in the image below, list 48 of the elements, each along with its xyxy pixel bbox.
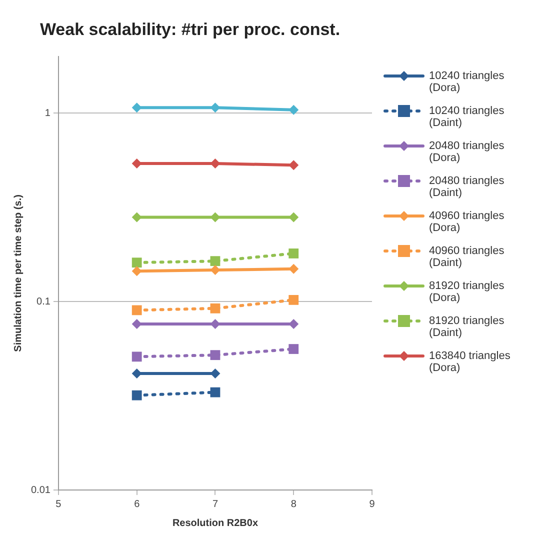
legend-label: 10240 triangles (Dora) xyxy=(429,70,506,94)
point xyxy=(210,212,220,222)
point xyxy=(288,104,299,115)
point xyxy=(132,390,142,400)
x-tick-label: 7 xyxy=(212,498,218,510)
point xyxy=(288,264,299,274)
legend-label: 10240 triangles (Daint) xyxy=(429,105,506,129)
point xyxy=(288,294,299,305)
point xyxy=(210,368,220,379)
legend-label: 81920 triangles (Dora) xyxy=(429,280,506,304)
point xyxy=(210,158,220,169)
point xyxy=(210,102,220,113)
point xyxy=(288,319,299,330)
legend-label: 40960 triangles (Daint) xyxy=(429,245,506,269)
y-tick-label: 0.01 xyxy=(30,484,51,496)
point xyxy=(288,160,299,170)
legend-label: 163840 triangles (Dora) xyxy=(429,350,512,374)
x-axis-title: Resolution R2B0x xyxy=(172,518,258,529)
legend-label: 40960 triangles (Dora) xyxy=(429,210,506,234)
x-tick-label: 9 xyxy=(369,498,376,510)
point xyxy=(132,305,142,316)
x-tick-label: 6 xyxy=(134,498,140,510)
point xyxy=(132,352,142,362)
point xyxy=(132,158,142,169)
point xyxy=(132,368,142,379)
legend-label: 81920 triangles (Daint) xyxy=(429,315,506,339)
point xyxy=(288,344,299,354)
point xyxy=(210,265,220,276)
point xyxy=(210,256,220,266)
y-tick-label: 0.1 xyxy=(36,296,51,308)
y-tick-label: 1 xyxy=(44,108,51,119)
point xyxy=(132,266,142,276)
x-tick-label: 5 xyxy=(56,498,62,510)
point xyxy=(288,212,299,222)
point xyxy=(210,350,220,360)
x-tick-label: 8 xyxy=(290,498,297,510)
point xyxy=(210,387,220,398)
point xyxy=(132,258,142,268)
legend-label: 20480 triangles (Dora) xyxy=(429,140,506,164)
chart-title: Weak scalability: #tri per proc. const. xyxy=(40,20,340,39)
point xyxy=(132,319,142,330)
point xyxy=(132,102,142,113)
point xyxy=(210,303,220,314)
point xyxy=(288,248,299,258)
y-axis-title: Simulation time per time step (s.) xyxy=(12,194,24,352)
point xyxy=(132,212,142,222)
legend-label: 20480 triangles (Daint) xyxy=(429,175,506,199)
point xyxy=(210,319,220,330)
